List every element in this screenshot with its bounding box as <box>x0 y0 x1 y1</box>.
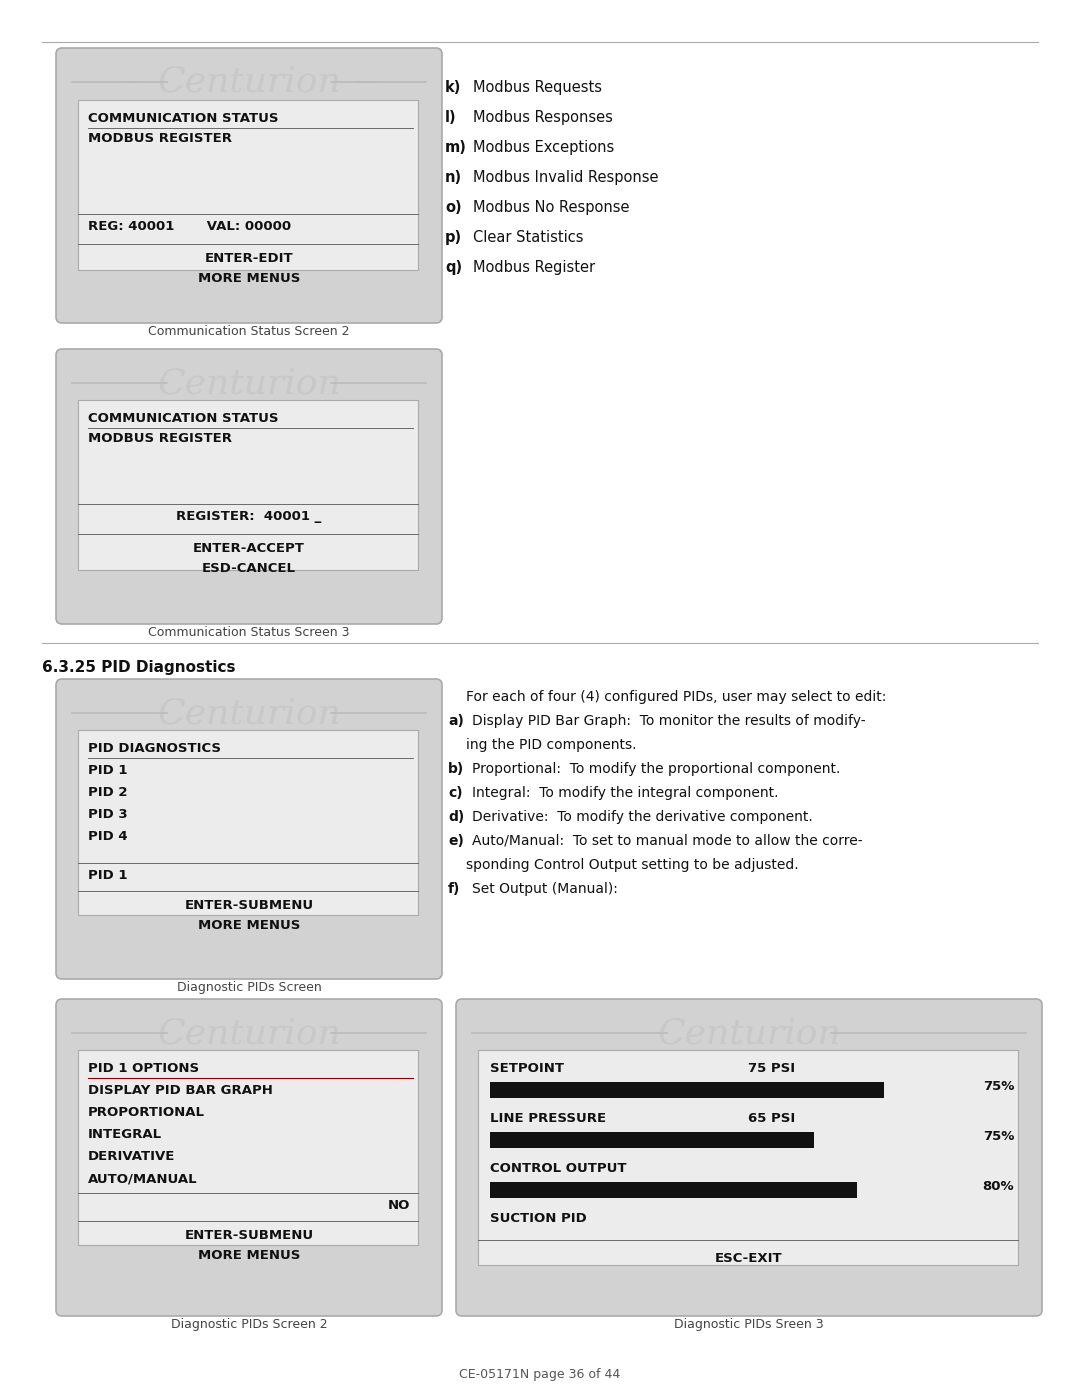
Text: ENTER-EDIT: ENTER-EDIT <box>205 251 294 265</box>
Text: m): m) <box>445 140 467 155</box>
Text: ENTER-SUBMENU: ENTER-SUBMENU <box>185 1229 313 1242</box>
Text: Centurion: Centurion <box>157 696 341 731</box>
Text: Diagnostic PIDs Screen 2: Diagnostic PIDs Screen 2 <box>171 1317 327 1331</box>
Text: Communication Status Screen 2: Communication Status Screen 2 <box>148 326 350 338</box>
Text: PID 1 OPTIONS: PID 1 OPTIONS <box>87 1062 199 1076</box>
Text: c): c) <box>448 787 462 800</box>
Text: Clear Statistics: Clear Statistics <box>473 231 583 244</box>
Text: PID 3: PID 3 <box>87 807 127 821</box>
Text: Integral:  To modify the integral component.: Integral: To modify the integral compone… <box>472 787 779 800</box>
Text: Modbus Invalid Response: Modbus Invalid Response <box>473 170 659 184</box>
Text: Modbus Responses: Modbus Responses <box>473 110 612 124</box>
Text: COMMUNICATION STATUS: COMMUNICATION STATUS <box>87 112 279 124</box>
Text: 75%: 75% <box>983 1130 1014 1143</box>
Text: MODBUS REGISTER: MODBUS REGISTER <box>87 432 232 446</box>
Text: Modbus Exceptions: Modbus Exceptions <box>473 140 615 155</box>
Text: 75%: 75% <box>983 1080 1014 1092</box>
Bar <box>478 1051 1018 1266</box>
Text: MODBUS REGISTER: MODBUS REGISTER <box>87 131 232 145</box>
Bar <box>490 1132 814 1148</box>
Text: Modbus Requests: Modbus Requests <box>473 80 602 95</box>
Text: n): n) <box>445 170 462 184</box>
Text: a): a) <box>448 714 464 728</box>
Text: Diagnostic PIDs Screen: Diagnostic PIDs Screen <box>177 981 322 995</box>
Text: Proportional:  To modify the proportional component.: Proportional: To modify the proportional… <box>472 761 840 775</box>
Text: 80%: 80% <box>983 1180 1014 1193</box>
Text: ing the PID components.: ing the PID components. <box>465 738 636 752</box>
Text: SETPOINT: SETPOINT <box>490 1062 564 1076</box>
Text: Display PID Bar Graph:  To monitor the results of modify-: Display PID Bar Graph: To monitor the re… <box>472 714 866 728</box>
Text: CONTROL OUTPUT: CONTROL OUTPUT <box>490 1162 626 1175</box>
Text: INTEGRAL: INTEGRAL <box>87 1127 162 1141</box>
Text: e): e) <box>448 834 464 848</box>
FancyBboxPatch shape <box>56 999 442 1316</box>
Bar <box>78 101 418 270</box>
Text: MORE MENUS: MORE MENUS <box>198 272 300 285</box>
Text: DISPLAY PID BAR GRAPH: DISPLAY PID BAR GRAPH <box>87 1084 273 1097</box>
Text: PID 2: PID 2 <box>87 787 127 799</box>
Text: ENTER-SUBMENU: ENTER-SUBMENU <box>185 900 313 912</box>
Text: ESC-EXIT: ESC-EXIT <box>715 1252 783 1266</box>
Bar <box>490 1182 858 1199</box>
Text: d): d) <box>448 810 464 824</box>
Text: ENTER-ACCEPT: ENTER-ACCEPT <box>193 542 305 555</box>
Text: Centurion: Centurion <box>157 366 341 400</box>
Bar <box>78 731 418 915</box>
Text: 75 PSI: 75 PSI <box>748 1062 795 1076</box>
Text: o): o) <box>445 200 461 215</box>
Text: SUCTION PID: SUCTION PID <box>490 1213 586 1225</box>
Text: Communication Status Screen 3: Communication Status Screen 3 <box>148 626 350 638</box>
FancyBboxPatch shape <box>56 679 442 979</box>
Text: AUTO/MANUAL: AUTO/MANUAL <box>87 1172 198 1185</box>
Text: REGISTER:  40001 _: REGISTER: 40001 _ <box>176 510 322 522</box>
Text: Modbus No Response: Modbus No Response <box>473 200 630 215</box>
Text: ESD-CANCEL: ESD-CANCEL <box>202 562 296 576</box>
Text: Centurion: Centurion <box>157 66 341 99</box>
Text: Auto/Manual:  To set to manual mode to allow the corre-: Auto/Manual: To set to manual mode to al… <box>472 834 863 848</box>
Text: PID 1: PID 1 <box>87 869 127 882</box>
Text: Diagnostic PIDs Sreen 3: Diagnostic PIDs Sreen 3 <box>674 1317 824 1331</box>
Text: 65 PSI: 65 PSI <box>748 1112 795 1125</box>
Text: 6.3.25 PID Diagnostics: 6.3.25 PID Diagnostics <box>42 659 235 675</box>
Text: PROPORTIONAL: PROPORTIONAL <box>87 1106 205 1119</box>
Bar <box>78 400 418 570</box>
Text: PID 4: PID 4 <box>87 830 127 842</box>
Text: q): q) <box>445 260 462 275</box>
Text: CE-05171N page 36 of 44: CE-05171N page 36 of 44 <box>459 1368 621 1382</box>
Text: REG: 40001       VAL: 00000: REG: 40001 VAL: 00000 <box>87 219 292 233</box>
Bar <box>78 1051 418 1245</box>
Text: For each of four (4) configured PIDs, user may select to edit:: For each of four (4) configured PIDs, us… <box>465 690 887 704</box>
Text: MORE MENUS: MORE MENUS <box>198 1249 300 1261</box>
Text: COMMUNICATION STATUS: COMMUNICATION STATUS <box>87 412 279 425</box>
FancyBboxPatch shape <box>56 47 442 323</box>
Text: Derivative:  To modify the derivative component.: Derivative: To modify the derivative com… <box>472 810 813 824</box>
FancyBboxPatch shape <box>456 999 1042 1316</box>
Text: DERIVATIVE: DERIVATIVE <box>87 1150 175 1162</box>
Text: k): k) <box>445 80 461 95</box>
Text: l): l) <box>445 110 457 124</box>
Text: MORE MENUS: MORE MENUS <box>198 919 300 932</box>
Bar <box>490 1083 885 1098</box>
Text: Centurion: Centurion <box>657 1016 841 1051</box>
Text: PID DIAGNOSTICS: PID DIAGNOSTICS <box>87 742 221 754</box>
Text: PID 1: PID 1 <box>87 764 127 777</box>
Text: LINE PRESSURE: LINE PRESSURE <box>490 1112 606 1125</box>
FancyBboxPatch shape <box>56 349 442 624</box>
Text: NO: NO <box>388 1199 410 1213</box>
Text: sponding Control Output setting to be adjusted.: sponding Control Output setting to be ad… <box>465 858 798 872</box>
Text: p): p) <box>445 231 462 244</box>
Text: Set Output (Manual):: Set Output (Manual): <box>472 882 618 895</box>
Text: b): b) <box>448 761 464 775</box>
Text: Centurion: Centurion <box>157 1016 341 1051</box>
Text: f): f) <box>448 882 460 895</box>
Text: Modbus Register: Modbus Register <box>473 260 595 275</box>
